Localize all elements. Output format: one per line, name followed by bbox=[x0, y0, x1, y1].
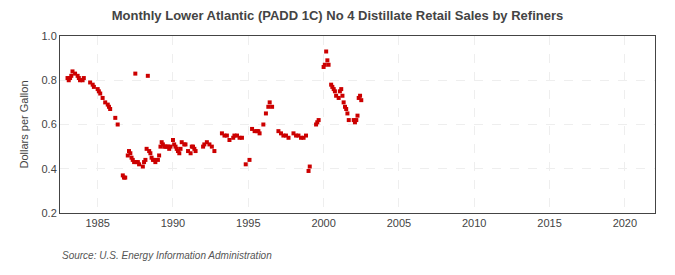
svg-text:0.2: 0.2 bbox=[42, 207, 57, 219]
svg-text:0.6: 0.6 bbox=[42, 118, 57, 130]
svg-text:Dollars per Gallon: Dollars per Gallon bbox=[18, 80, 30, 168]
svg-text:2010: 2010 bbox=[462, 217, 486, 229]
svg-text:2020: 2020 bbox=[613, 217, 637, 229]
svg-text:0.4: 0.4 bbox=[42, 163, 57, 175]
svg-text:Monthly Lower Atlantic (PADD 1: Monthly Lower Atlantic (PADD 1C) No 4 Di… bbox=[112, 8, 563, 23]
svg-text:2005: 2005 bbox=[387, 217, 411, 229]
svg-text:0.8: 0.8 bbox=[42, 74, 57, 86]
svg-text:1985: 1985 bbox=[85, 217, 109, 229]
svg-text:Source: U.S. Energy Informatio: Source: U.S. Energy Information Administ… bbox=[62, 250, 272, 261]
svg-text:1995: 1995 bbox=[236, 217, 260, 229]
svg-text:1990: 1990 bbox=[161, 217, 185, 229]
svg-text:2015: 2015 bbox=[537, 217, 561, 229]
svg-text:1.0: 1.0 bbox=[42, 30, 57, 42]
svg-text:2000: 2000 bbox=[311, 217, 335, 229]
